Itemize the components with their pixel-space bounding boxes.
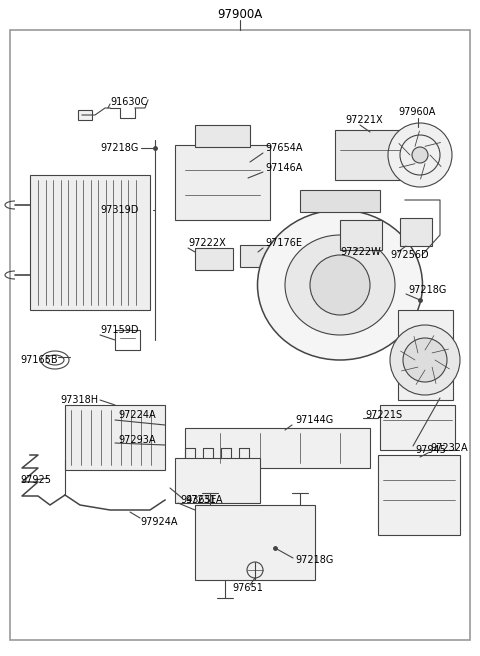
Text: 97293A: 97293A bbox=[118, 435, 156, 445]
Text: 97900A: 97900A bbox=[217, 7, 263, 20]
Text: 97221S: 97221S bbox=[365, 410, 402, 420]
Text: 97318H: 97318H bbox=[60, 395, 98, 405]
Bar bbox=[65, 405, 165, 470]
Text: 97256D: 97256D bbox=[390, 250, 429, 260]
Text: 97146A: 97146A bbox=[265, 163, 302, 173]
Text: 97925: 97925 bbox=[20, 475, 51, 485]
Circle shape bbox=[310, 255, 370, 315]
Text: 97319D: 97319D bbox=[100, 205, 138, 215]
Text: 97924A: 97924A bbox=[140, 517, 178, 527]
Ellipse shape bbox=[285, 235, 395, 335]
Text: 97221X: 97221X bbox=[345, 115, 383, 125]
Text: 97176E: 97176E bbox=[265, 238, 302, 248]
Text: 97654A: 97654A bbox=[265, 143, 302, 153]
Bar bbox=[185, 428, 370, 468]
Bar bbox=[380, 405, 455, 450]
Text: 97945: 97945 bbox=[415, 445, 446, 455]
Circle shape bbox=[403, 338, 447, 382]
Circle shape bbox=[412, 147, 428, 163]
Bar bbox=[240, 245, 275, 267]
Circle shape bbox=[388, 123, 452, 187]
Bar bbox=[195, 248, 233, 270]
Bar bbox=[195, 125, 250, 147]
Text: 97218G: 97218G bbox=[408, 285, 446, 295]
Text: 97159D: 97159D bbox=[100, 325, 139, 335]
Text: 97218G: 97218G bbox=[295, 555, 334, 565]
Text: 97222X: 97222X bbox=[188, 238, 226, 248]
Text: 97165B: 97165B bbox=[20, 355, 58, 365]
Text: 97651: 97651 bbox=[232, 583, 263, 593]
Bar bbox=[78, 110, 92, 120]
Bar bbox=[335, 130, 405, 180]
Bar bbox=[400, 218, 432, 246]
Text: 97232A: 97232A bbox=[430, 443, 468, 453]
Bar bbox=[340, 220, 382, 250]
Text: 97231A: 97231A bbox=[185, 495, 223, 505]
Bar bbox=[378, 455, 460, 535]
Bar bbox=[175, 458, 260, 503]
Text: 97222W: 97222W bbox=[340, 247, 381, 257]
Bar bbox=[195, 505, 315, 580]
Circle shape bbox=[390, 325, 460, 395]
Text: 97218G: 97218G bbox=[100, 143, 138, 153]
Text: 97144G: 97144G bbox=[295, 415, 333, 425]
Text: 91630C: 91630C bbox=[110, 97, 147, 107]
Bar bbox=[30, 175, 150, 310]
Bar bbox=[398, 310, 453, 400]
Bar bbox=[300, 190, 380, 212]
Text: 97224A: 97224A bbox=[118, 410, 156, 420]
Text: 94365F: 94365F bbox=[180, 495, 216, 505]
Ellipse shape bbox=[257, 210, 422, 360]
Bar bbox=[175, 145, 270, 220]
Text: 97960A: 97960A bbox=[398, 107, 435, 117]
